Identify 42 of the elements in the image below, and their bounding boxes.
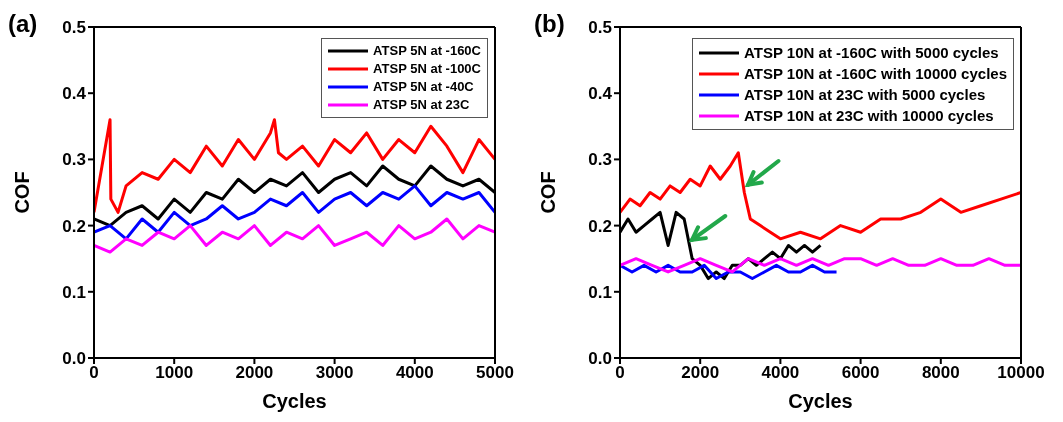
- y-tick-label: 0.0: [62, 349, 86, 369]
- x-axis-title: Cycles: [788, 390, 853, 412]
- y-tick-label: 0.3: [588, 150, 612, 170]
- x-tick-label: 0: [89, 363, 99, 383]
- legend-label: ATSP 5N at -100C: [373, 60, 481, 78]
- y-axis-title: COF: [11, 171, 34, 214]
- x-tick-label: 1000: [155, 363, 194, 383]
- y-tick-label: 0.4: [62, 84, 87, 104]
- x-tick-label: 8000: [921, 363, 960, 383]
- y-tick-label: 0.2: [588, 216, 612, 236]
- x-tick-label: 5000: [476, 363, 514, 383]
- line-series: [94, 184, 495, 241]
- legend-label: ATSP 10N at -160C with 10000 cycles: [744, 64, 1007, 84]
- y-tick-label: 0.3: [62, 150, 86, 170]
- legend-label: ATSP 5N at -160C: [373, 42, 481, 60]
- chart-title: (a): [8, 10, 38, 38]
- y-tick-label: 0.0: [588, 349, 612, 369]
- legend-label: ATSP 5N at -40C: [373, 78, 474, 96]
- line-series: [94, 118, 495, 214]
- legend-label: ATSP 10N at 23C with 5000 cycles: [744, 85, 986, 105]
- x-tick-label: 10000: [997, 363, 1045, 383]
- x-tick-label: 6000: [841, 363, 880, 383]
- y-tick-label: 0.1: [588, 282, 612, 302]
- line-series: [620, 151, 1021, 241]
- x-tick-label: 2000: [235, 363, 274, 383]
- legend-label: ATSP 5N at 23C: [373, 96, 470, 114]
- y-tick-label: 0.4: [588, 84, 613, 104]
- y-tick-label: 0.2: [62, 216, 86, 236]
- x-tick-label: 0: [615, 363, 625, 383]
- y-axis-title: COF: [537, 171, 560, 214]
- y-tick-label: 0.5: [588, 18, 612, 38]
- x-axis-title: Cycles: [262, 390, 327, 412]
- x-tick-label: 4000: [761, 363, 800, 383]
- y-tick-label: 0.1: [62, 282, 86, 302]
- y-tick-label: 0.5: [62, 18, 86, 38]
- x-tick-label: 2000: [681, 363, 720, 383]
- line-series: [94, 217, 495, 254]
- x-tick-label: 4000: [395, 363, 434, 383]
- legend-label: ATSP 10N at -160C with 5000 cycles: [744, 43, 999, 63]
- chart-title: (b): [534, 10, 565, 38]
- x-tick-label: 3000: [315, 363, 354, 383]
- legend-label: ATSP 10N at 23C with 10000 cycles: [744, 106, 994, 126]
